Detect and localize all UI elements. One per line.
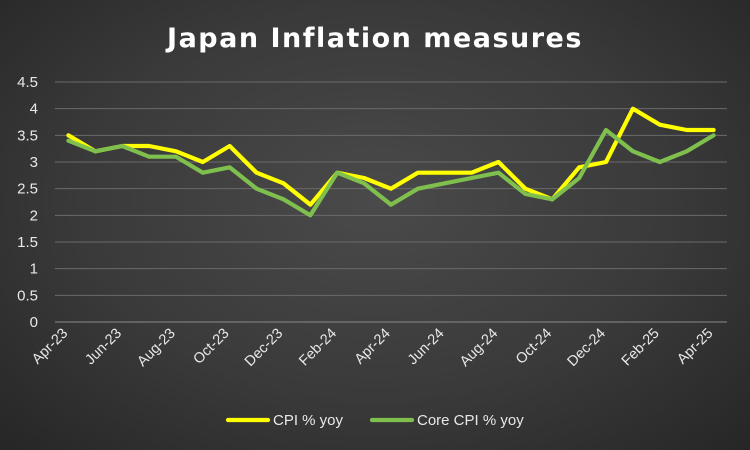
series-line-1 [66,127,716,218]
y-axis-ticks: 0 0.5 1 1.5 2 2.5 3 3.5 4 4.5 [17,74,38,331]
x-tick-label: Jun-24 [405,326,448,369]
legend-label: Core CPI % yoy [417,412,524,429]
y-tick-label: 3.5 [17,127,38,144]
x-tick-label: Aug-23 [134,326,178,370]
x-tick-label: Feb-24 [296,326,340,370]
x-tick-label: Apr-25 [674,326,716,368]
y-tick-label: 4 [30,101,38,118]
y-tick-label: 0 [30,314,38,331]
series-line-0 [66,106,716,207]
series-lines [66,106,716,218]
x-tick-label: Dec-24 [564,326,608,370]
y-tick-label: 2 [30,207,38,224]
x-tick-label: Feb-25 [619,326,663,370]
y-tick-label: 1.5 [17,234,38,251]
legend-label: CPI % yoy [273,412,344,429]
chart-title: Japan Inflation measures [165,23,583,54]
x-tick-label: Oct-24 [513,326,555,368]
y-tick-label: 2.5 [17,181,38,198]
x-tick-label: Oct-23 [190,326,232,368]
y-tick-label: 4.5 [17,74,38,91]
y-tick-label: 1 [30,261,38,278]
y-tick-label: 3 [30,154,38,171]
y-tick-label: 0.5 [17,287,38,304]
x-tick-label: Aug-24 [457,326,501,370]
x-axis-ticks: Apr-23 Jun-23 Aug-23 Oct-23 Dec-23 Feb-24 Apr-… [29,326,716,370]
x-tick-label: Dec-23 [242,326,286,370]
x-tick-label: Apr-24 [352,326,394,368]
legend: CPI % yoy Core CPI % yoy [225,412,524,429]
x-tick-label: Apr-23 [29,326,71,368]
x-tick-label: Jun-23 [82,326,125,369]
